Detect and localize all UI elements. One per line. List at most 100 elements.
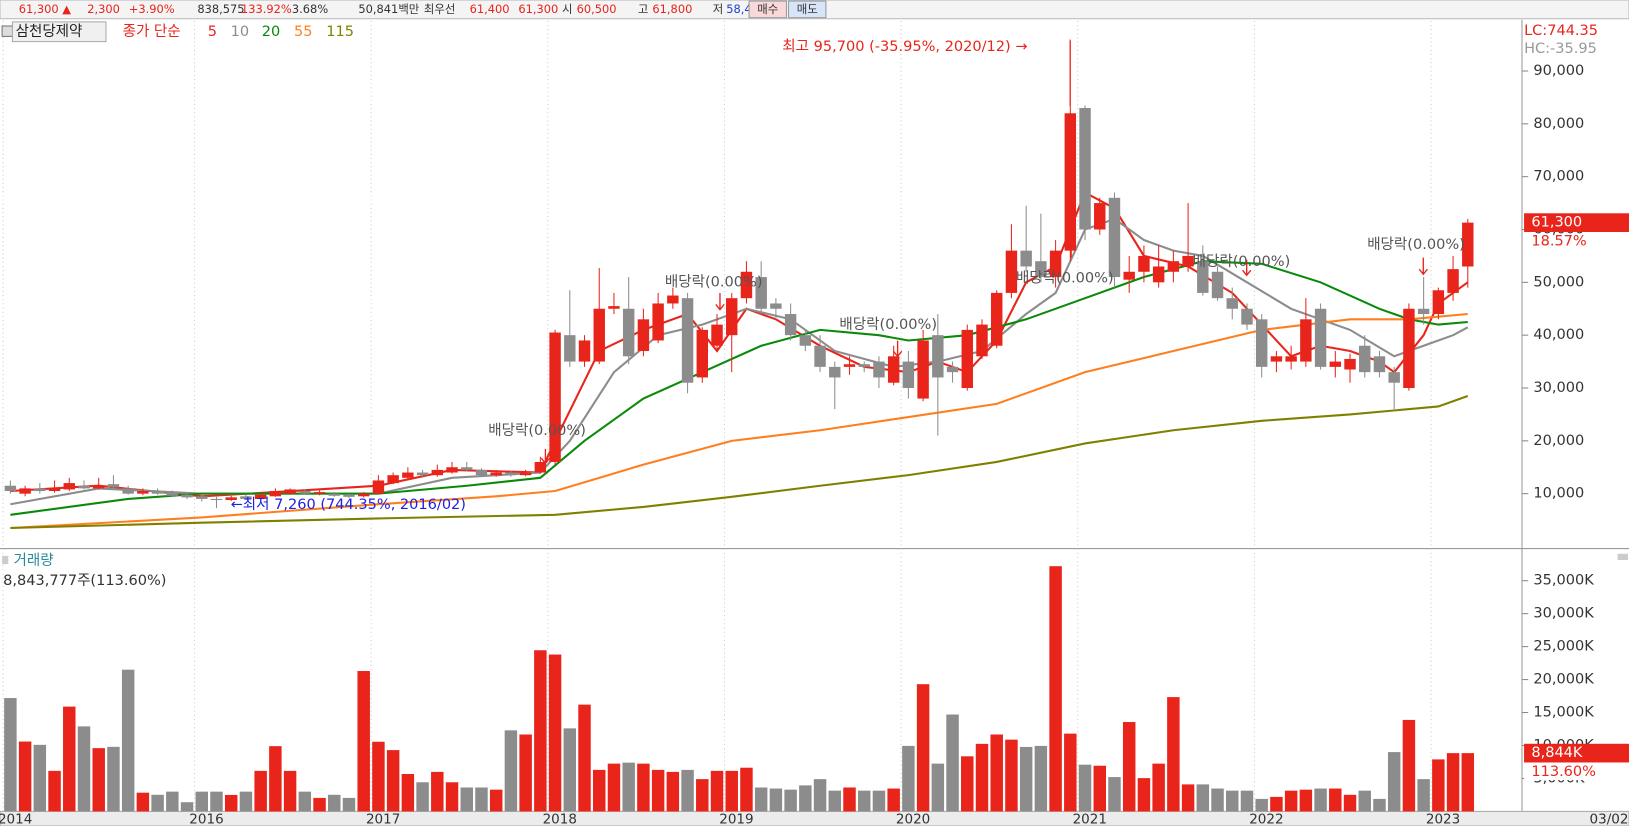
last-pct: 18.57% — [1531, 233, 1586, 249]
candle-body — [667, 295, 679, 304]
candle-body — [622, 308, 635, 357]
volume-bar — [342, 797, 356, 812]
candle-body — [1123, 271, 1135, 280]
legend-entry: 55 — [294, 24, 313, 40]
candle-body — [784, 314, 797, 336]
candle-body — [843, 364, 856, 367]
annotation: 배당락(0.00%) — [1016, 269, 1114, 286]
candle-body — [19, 488, 31, 494]
candle-body — [1314, 308, 1327, 367]
candle-body — [122, 488, 134, 494]
volume-bar — [931, 763, 945, 812]
candle-body — [269, 491, 282, 497]
y-tick-label: 35,000K — [1533, 573, 1594, 589]
candle-body — [1094, 203, 1106, 230]
candle-body — [1329, 361, 1342, 367]
volume-bar — [681, 769, 694, 812]
buy-label[interactable]: 매수 — [757, 2, 778, 16]
volume-bar — [799, 785, 812, 812]
candle-body — [357, 493, 370, 497]
candle-body — [505, 472, 517, 476]
y-tick-label: 80,000 — [1533, 116, 1584, 132]
volume-bar — [1049, 566, 1062, 812]
candle-body — [593, 308, 605, 362]
candle-body — [770, 303, 782, 309]
candle-body — [1020, 250, 1032, 267]
candle-body — [711, 324, 723, 346]
turnover: 3.68% — [292, 2, 328, 16]
candle-body — [48, 488, 61, 492]
volume-bar — [1167, 697, 1180, 812]
candle-body — [578, 340, 591, 362]
candle-body — [225, 497, 237, 501]
candle-body — [1035, 261, 1047, 278]
buy-button[interactable] — [748, 0, 787, 19]
volume-bar — [166, 791, 179, 812]
volume-bar — [283, 770, 297, 812]
volume-title: 거래량 — [14, 552, 54, 569]
volume-bar — [313, 797, 326, 812]
volume-bar — [622, 762, 635, 812]
x-tick-label: 2022 — [1249, 812, 1283, 826]
open: 60,500 — [577, 2, 617, 16]
candle-body — [1432, 290, 1445, 315]
y-tick-label: 40,000 — [1533, 327, 1584, 343]
candle-body — [726, 298, 738, 336]
candle-body — [1005, 250, 1018, 293]
grid — [2, 20, 1529, 812]
last-price: 61,300 — [1531, 215, 1582, 231]
annotation: 배당락(0.00%) — [665, 274, 763, 291]
volume-bar — [1299, 789, 1313, 812]
candle-body — [196, 496, 208, 499]
volume-bar — [107, 746, 120, 812]
candle-body — [299, 491, 311, 494]
arrow — [540, 448, 551, 465]
volume-bar — [1034, 745, 1048, 812]
arrow — [1066, 242, 1076, 258]
volume-bar — [1432, 759, 1445, 812]
sell-button[interactable] — [788, 0, 827, 19]
y-tick-label: 30,000 — [1533, 380, 1584, 396]
x-tick-label: 2017 — [366, 812, 400, 826]
volume-bar — [1329, 788, 1342, 812]
volume-bar — [1078, 764, 1092, 812]
volume-bar — [416, 782, 429, 812]
volume-bars — [4, 566, 1475, 812]
high: 61,800 — [652, 2, 692, 16]
rate: +3.90% — [129, 2, 175, 16]
candle-body — [681, 298, 694, 383]
candle-body — [873, 361, 885, 378]
candle-body — [1270, 356, 1283, 362]
pct-bg — [1524, 763, 1629, 781]
volume-bar — [298, 791, 312, 812]
volume-bar — [1270, 796, 1283, 812]
candle-body — [151, 491, 164, 494]
volume-bar — [754, 787, 768, 812]
annotation: 배당락(0.00%) — [839, 316, 937, 333]
candle-body — [1255, 319, 1268, 367]
candle-body — [961, 329, 973, 389]
x-tick-label: 2019 — [719, 812, 753, 826]
candle-body — [137, 491, 149, 494]
candle-body — [1359, 345, 1371, 373]
high-label: 고 — [638, 2, 649, 16]
candle-body — [402, 472, 414, 478]
volume-bar — [151, 794, 164, 812]
x-tick-label: 2016 — [189, 812, 223, 826]
sell-label[interactable]: 매도 — [797, 2, 818, 16]
candle-body — [1300, 319, 1312, 362]
volume-bar — [534, 650, 547, 812]
volume-bar — [857, 790, 871, 812]
volume-bar — [239, 791, 253, 812]
legend-entry: 10 — [231, 24, 250, 40]
candle-body — [1197, 261, 1209, 293]
candle-body — [254, 494, 267, 499]
candle-body — [990, 292, 1003, 346]
candle-body — [946, 366, 959, 373]
x-tick-label: 2021 — [1073, 812, 1107, 826]
volume: 838,575 — [197, 2, 244, 16]
volume-bar — [254, 770, 267, 812]
volume-bar — [1284, 790, 1298, 812]
volume-bar — [431, 771, 444, 812]
volume-bar — [902, 745, 915, 812]
